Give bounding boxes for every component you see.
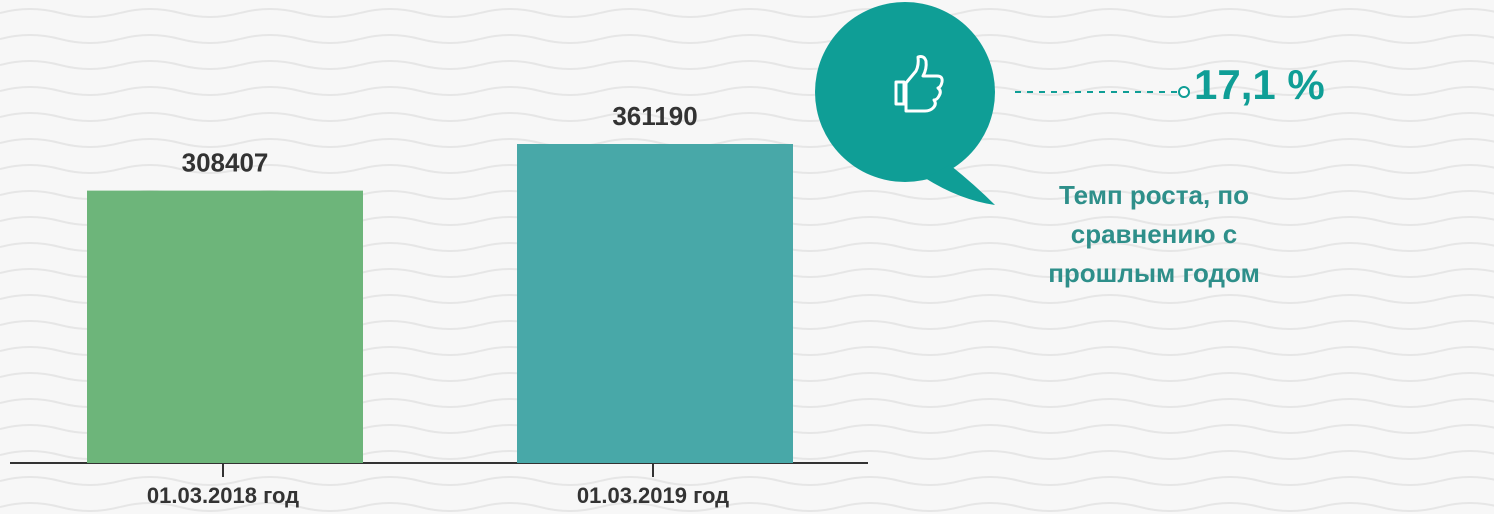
- speech-bubble: [815, 2, 995, 205]
- value-label: 308407: [182, 147, 269, 177]
- growth-value: 17,1 %: [1194, 61, 1325, 108]
- connector-end: [1178, 86, 1190, 98]
- x-tick-label: 01.03.2018 год: [147, 483, 299, 508]
- value-label: 361190: [612, 101, 697, 131]
- x-tick-label: 01.03.2019 год: [577, 483, 729, 508]
- bar: [517, 144, 793, 463]
- growth-caption: Темп роста, по сравнению с прошлым годом: [1048, 180, 1260, 288]
- bar: [87, 190, 363, 464]
